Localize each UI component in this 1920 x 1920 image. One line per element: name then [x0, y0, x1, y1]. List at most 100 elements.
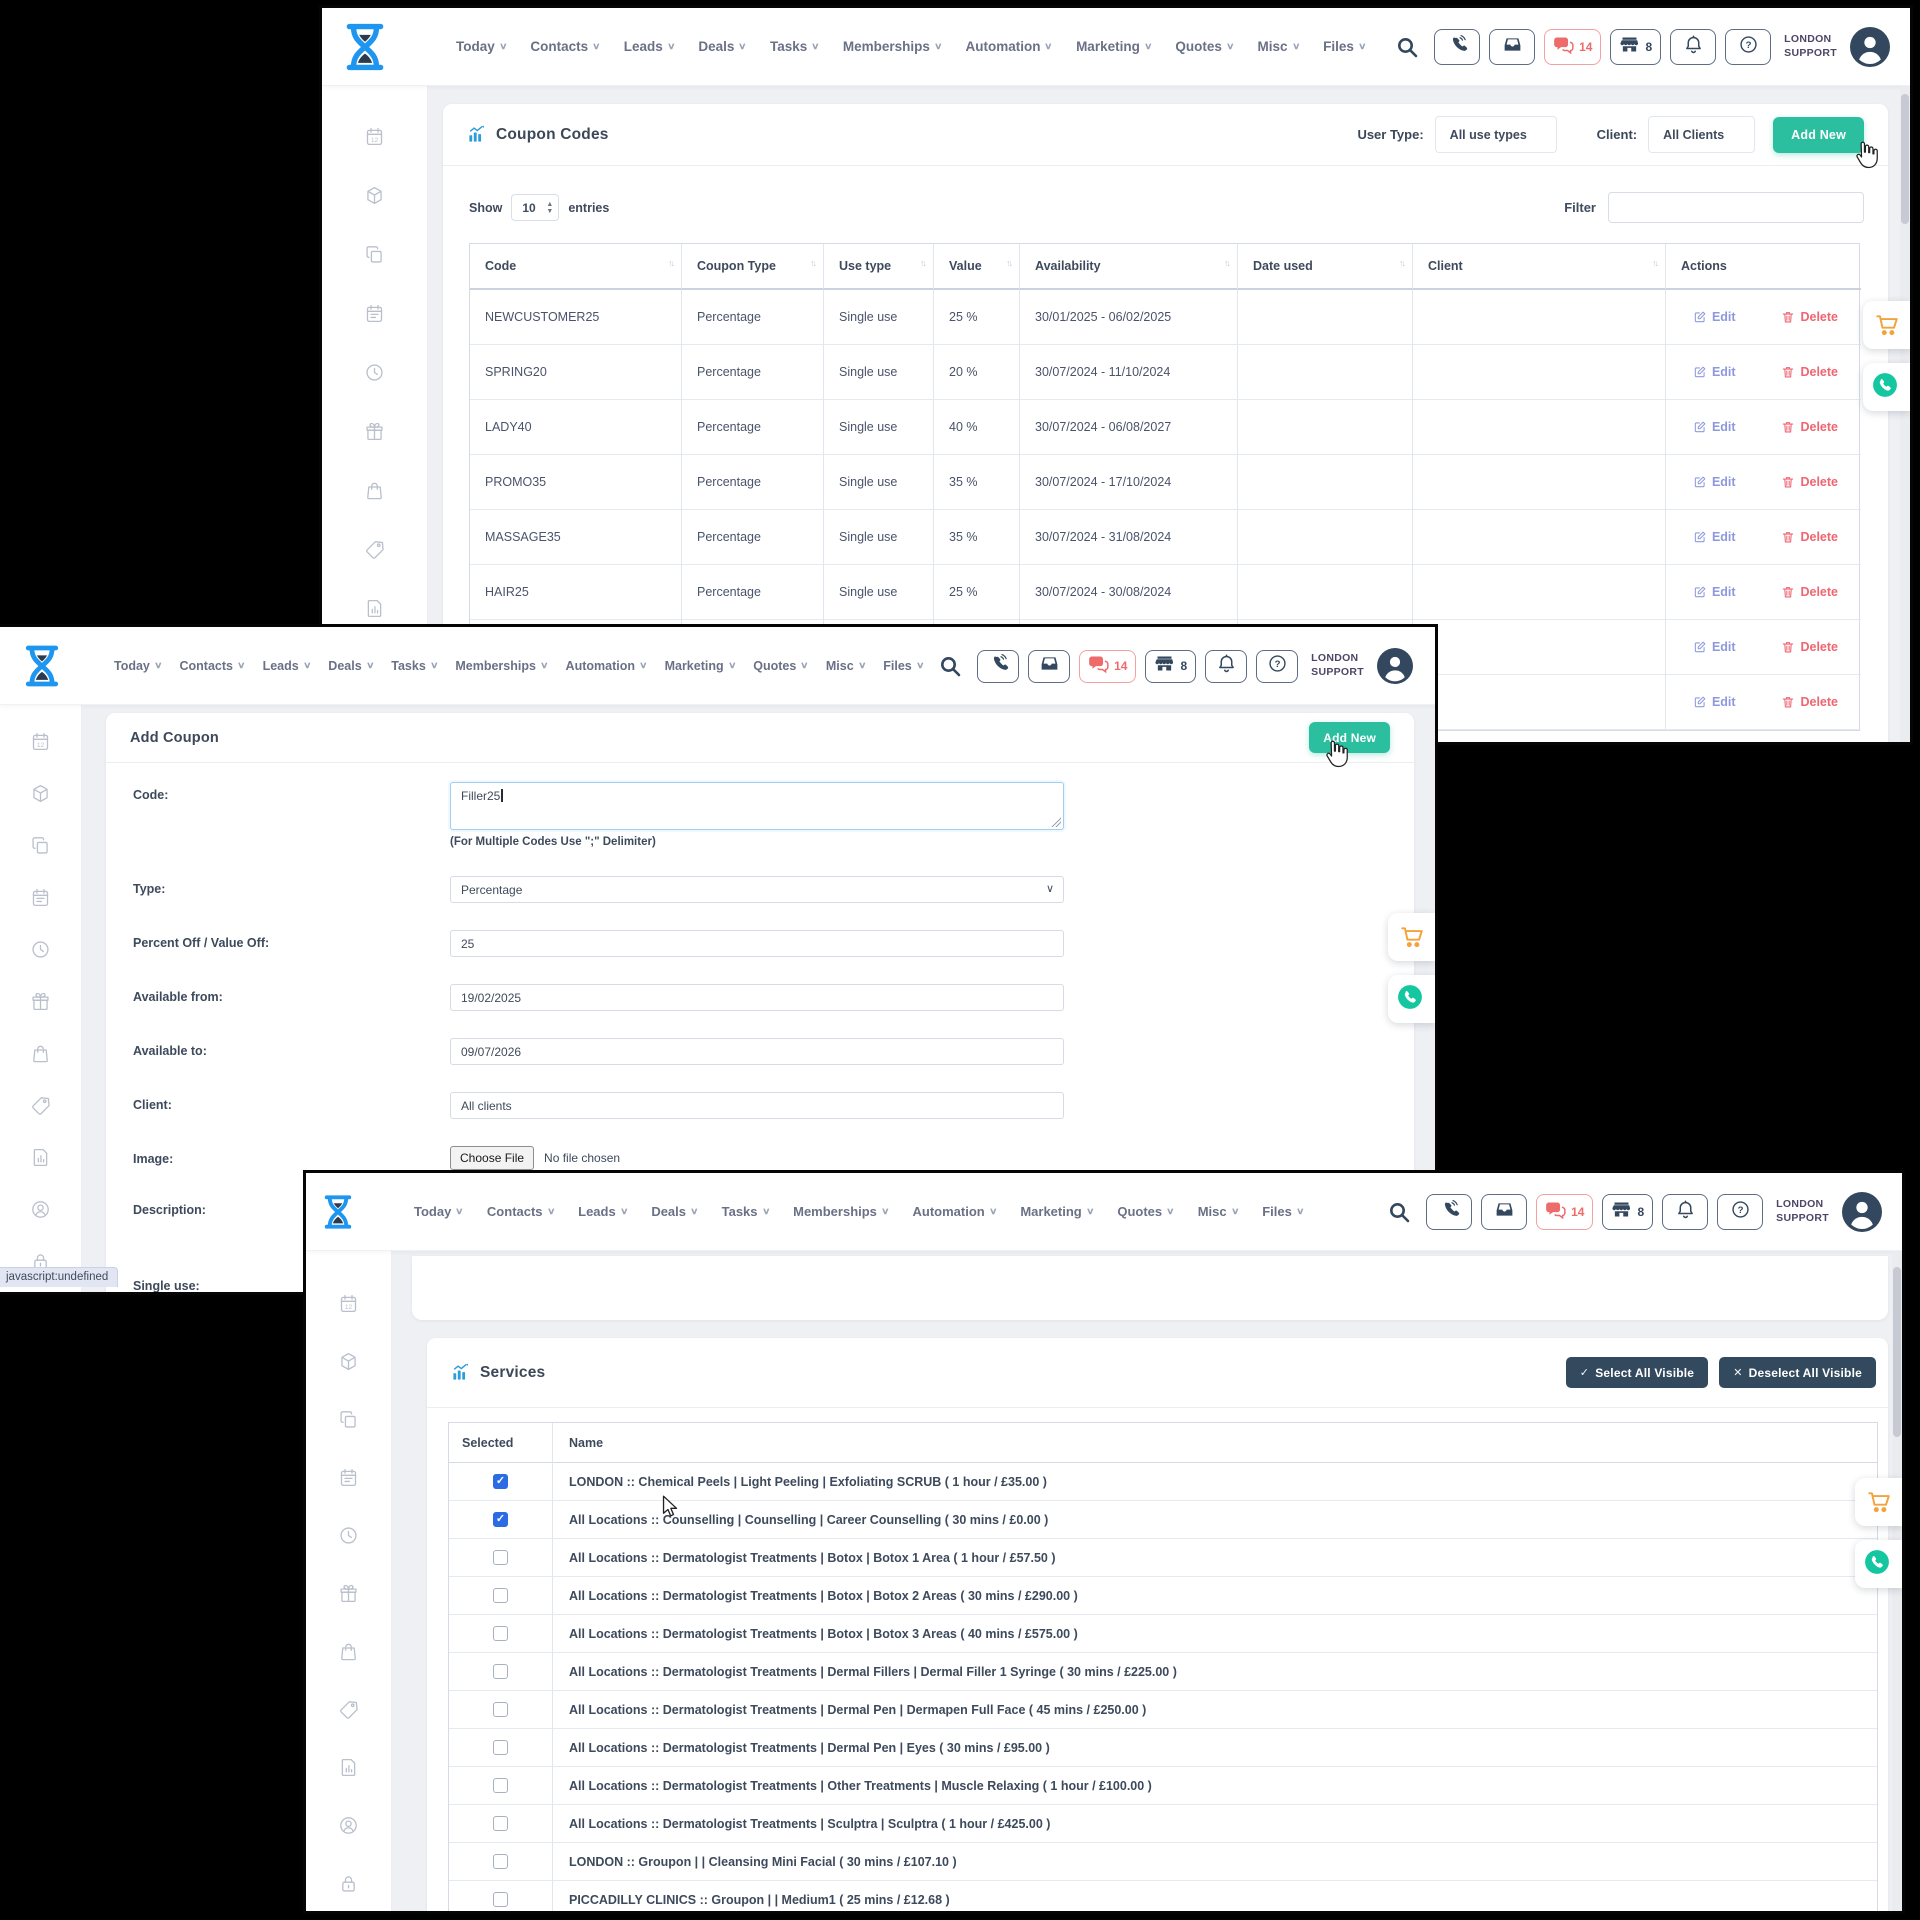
nav-item[interactable]: Automation ∨: [565, 658, 648, 673]
cart-button[interactable]: [1863, 301, 1910, 349]
available-to-input[interactable]: 09/07/2026: [450, 1038, 1064, 1065]
sidebar-icon[interactable]: [30, 1095, 51, 1116]
nav-item[interactable]: Today ∨: [414, 1204, 464, 1219]
search-icon[interactable]: [938, 654, 962, 678]
sidebar-icon[interactable]: [30, 887, 51, 908]
nav-item[interactable]: Automation ∨: [965, 39, 1054, 54]
delete-button[interactable]: Delete: [1781, 420, 1838, 434]
nav-item[interactable]: Tasks ∨: [769, 39, 820, 54]
delete-button[interactable]: Delete: [1781, 640, 1838, 654]
nav-item[interactable]: Leads ∨: [578, 1204, 629, 1219]
nav-item[interactable]: Deals ∨: [328, 658, 375, 673]
sidebar-icon[interactable]: [364, 598, 385, 619]
notifications-button[interactable]: [1662, 1194, 1709, 1230]
search-icon[interactable]: [1395, 35, 1419, 59]
delete-button[interactable]: Delete: [1781, 310, 1838, 324]
nav-item[interactable]: Contacts ∨: [530, 39, 601, 54]
nav-item[interactable]: Memberships ∨: [455, 658, 549, 673]
service-checkbox[interactable]: [493, 1778, 508, 1793]
store-button[interactable]: 8: [1610, 29, 1662, 65]
nav-item[interactable]: Files ∨: [883, 658, 925, 673]
add-new-button[interactable]: Add New: [1309, 722, 1390, 753]
code-textarea[interactable]: Filler25: [450, 782, 1064, 830]
service-checkbox[interactable]: [493, 1474, 508, 1489]
sidebar-icon[interactable]: [364, 421, 385, 442]
inbox-button[interactable]: [1481, 1194, 1528, 1230]
sidebar-icon[interactable]: [338, 1351, 359, 1372]
col-coupon-type[interactable]: Coupon Type ↑↓: [682, 244, 824, 290]
service-checkbox[interactable]: [493, 1702, 508, 1717]
nav-item[interactable]: Automation ∨: [912, 1204, 998, 1219]
delete-button[interactable]: Delete: [1781, 585, 1838, 599]
sidebar-icon[interactable]: [338, 1467, 359, 1488]
percent-off-input[interactable]: 25: [450, 930, 1064, 957]
service-checkbox[interactable]: [493, 1854, 508, 1869]
edit-button[interactable]: Edit: [1693, 310, 1736, 324]
sidebar-icon[interactable]: [364, 362, 385, 383]
type-select[interactable]: Percentage: [450, 876, 1064, 903]
inbox-button[interactable]: [1489, 29, 1536, 65]
edit-button[interactable]: Edit: [1693, 530, 1736, 544]
phone-button[interactable]: [1426, 1194, 1473, 1230]
sidebar-icon[interactable]: [338, 1699, 359, 1720]
nav-item[interactable]: Marketing ∨: [1020, 1204, 1095, 1219]
nav-item[interactable]: Misc ∨: [1197, 1204, 1240, 1219]
sidebar-icon[interactable]: [30, 939, 51, 960]
sidebar-icon[interactable]: [338, 1409, 359, 1430]
resize-handle[interactable]: [1051, 817, 1061, 827]
edit-button[interactable]: Edit: [1693, 420, 1736, 434]
available-from-input[interactable]: 19/02/2025: [450, 984, 1064, 1011]
deselect-all-visible-button[interactable]: ✕ Deselect All Visible: [1719, 1357, 1876, 1388]
search-icon[interactable]: [1387, 1200, 1411, 1224]
delete-button[interactable]: Delete: [1781, 530, 1838, 544]
col-value[interactable]: Value ↑↓: [934, 244, 1020, 290]
client-select[interactable]: All Clients: [1648, 116, 1756, 153]
col-date-used[interactable]: Date used ↑↓: [1238, 244, 1413, 290]
inbox-button[interactable]: [1028, 649, 1071, 683]
sidebar-icon[interactable]: [30, 991, 51, 1012]
cart-button[interactable]: [1388, 913, 1435, 961]
nav-item[interactable]: Tasks ∨: [391, 658, 439, 673]
nav-item[interactable]: Tasks ∨: [721, 1204, 771, 1219]
col-use-type[interactable]: Use type ↑↓: [824, 244, 934, 290]
avatar[interactable]: [1850, 27, 1890, 67]
sidebar-icon[interactable]: 12: [364, 126, 385, 147]
select-all-visible-button[interactable]: ✓ Select All Visible: [1565, 1357, 1709, 1388]
filter-input[interactable]: [1608, 192, 1864, 223]
choose-file-button[interactable]: Choose File: [450, 1146, 535, 1170]
sidebar-icon[interactable]: [30, 783, 51, 804]
scrollbar-thumb[interactable]: [1901, 94, 1909, 224]
nav-item[interactable]: Files ∨: [1262, 1204, 1305, 1219]
phone-button[interactable]: [1434, 29, 1481, 65]
edit-button[interactable]: Edit: [1693, 640, 1736, 654]
avatar[interactable]: [1842, 1192, 1882, 1232]
nav-item[interactable]: Quotes ∨: [1117, 1204, 1175, 1219]
edit-button[interactable]: Edit: [1693, 585, 1736, 599]
service-checkbox[interactable]: [493, 1740, 508, 1755]
service-checkbox[interactable]: [493, 1892, 508, 1907]
sidebar-icon[interactable]: 12: [30, 731, 51, 752]
sidebar-icon[interactable]: [338, 1757, 359, 1778]
edit-button[interactable]: Edit: [1693, 475, 1736, 489]
service-checkbox[interactable]: [493, 1664, 508, 1679]
nav-item[interactable]: Quotes ∨: [1175, 39, 1235, 54]
nav-item[interactable]: Memberships ∨: [793, 1204, 890, 1219]
add-new-button[interactable]: Add New: [1773, 116, 1864, 153]
delete-button[interactable]: Delete: [1781, 475, 1838, 489]
sidebar-icon[interactable]: [364, 480, 385, 501]
edit-button[interactable]: Edit: [1693, 695, 1736, 709]
nav-item[interactable]: Contacts ∨: [486, 1204, 556, 1219]
entries-select[interactable]: 10 ▲ ▼: [511, 194, 560, 221]
col-client[interactable]: Client ↑↓: [1413, 244, 1666, 290]
chat-button[interactable]: 14: [1079, 649, 1137, 683]
user-type-select[interactable]: All use types: [1434, 116, 1557, 153]
sidebar-icon[interactable]: [364, 539, 385, 560]
nav-item[interactable]: Misc ∨: [1257, 39, 1301, 54]
nav-item[interactable]: Contacts ∨: [179, 658, 246, 673]
service-checkbox[interactable]: [493, 1626, 508, 1641]
sidebar-icon[interactable]: 12: [338, 1293, 359, 1314]
whatsapp-button[interactable]: [1388, 975, 1435, 1023]
nav-item[interactable]: Leads ∨: [623, 39, 676, 54]
nav-item[interactable]: Quotes ∨: [753, 658, 809, 673]
nav-item[interactable]: Misc ∨: [825, 658, 867, 673]
